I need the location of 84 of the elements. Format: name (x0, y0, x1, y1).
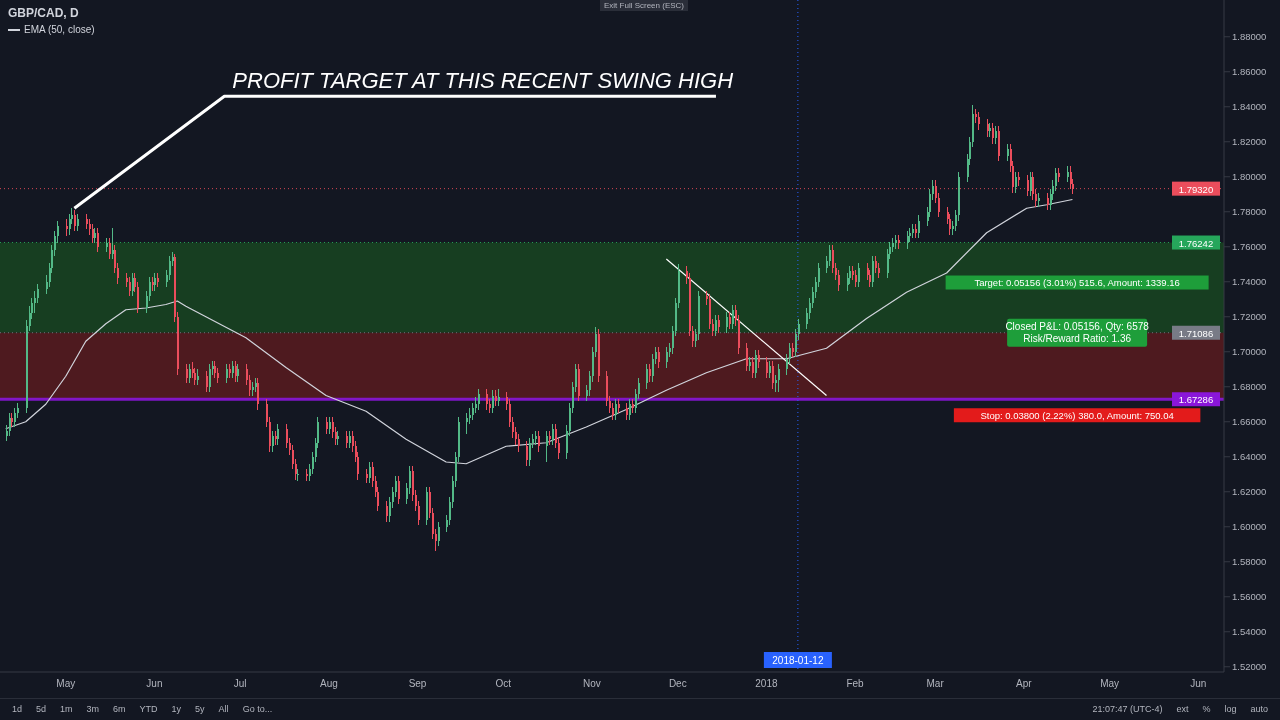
text: 21:07:47 (UTC-4) (1092, 703, 1163, 714)
text: All (218, 703, 229, 714)
text: YTD (139, 703, 158, 714)
x-tick-label: May (56, 678, 76, 690)
x-tick-label: Jun (146, 678, 163, 690)
candlestick (136, 281, 139, 314)
y-tick-label: 1.56000 (1232, 591, 1267, 603)
x-tick-label: Mar (926, 678, 945, 690)
y-tick-label: 1.64000 (1232, 451, 1267, 463)
candlestick (828, 244, 831, 267)
ref-line-label: 1.76242 (1178, 237, 1214, 249)
ref-line-label: 2018-01-12 (772, 655, 824, 666)
band-label: Target: 0.05156 (3.01%) 515.6, Amount: 1339.16 (974, 277, 1180, 289)
candlestick (1026, 174, 1029, 197)
candlestick (665, 346, 668, 368)
candlestick (36, 283, 39, 304)
x-tick-label: May (1100, 678, 1120, 690)
text: % (1202, 703, 1211, 714)
text: 5d (36, 703, 47, 714)
text: auto (1250, 703, 1268, 714)
x-tick-label: Nov (583, 678, 601, 690)
candlestick (131, 272, 134, 297)
legend-label: EMA (50, close) (24, 24, 95, 35)
text: ext (1176, 703, 1189, 714)
candlestick (168, 255, 171, 281)
candlestick (208, 363, 211, 393)
band-label: Stop: 0.03800 (2.22%) 380.0, Amount: 750.04 (980, 409, 1174, 421)
text: 3m (86, 703, 100, 714)
y-tick-label: 1.80000 (1232, 171, 1267, 183)
candlestick (525, 440, 528, 466)
y-tick-label: 1.54000 (1232, 626, 1267, 638)
y-tick-label: 1.70000 (1232, 346, 1267, 358)
candlestick (185, 363, 188, 384)
x-tick-label: Dec (668, 678, 687, 690)
candlestick (128, 276, 131, 297)
annotation: Closed P&L: 0.05156, Qty: 6578 (1005, 320, 1150, 332)
x-tick-label: Apr (1016, 678, 1033, 690)
text: 1d (12, 703, 23, 714)
text: 5y (195, 703, 205, 714)
candlestick (477, 388, 480, 410)
candlestick (397, 475, 400, 505)
candlestick (385, 500, 388, 522)
x-tick-label: Sep (408, 678, 427, 690)
y-tick-label: 1.52000 (1232, 661, 1267, 673)
text: 6m (113, 703, 126, 714)
candlestick (1029, 171, 1032, 197)
y-tick-label: 1.78000 (1232, 206, 1267, 218)
text: 1m (60, 703, 73, 714)
x-tick-label: Feb (846, 678, 865, 690)
candlestick (205, 370, 208, 393)
y-tick-label: 1.84000 (1232, 101, 1267, 113)
y-tick-label: 1.60000 (1232, 521, 1267, 533)
candlestick (465, 412, 468, 435)
x-tick-label: Jul (233, 678, 247, 690)
y-tick-label: 1.88000 (1232, 31, 1267, 43)
y-tick-label: 1.74000 (1232, 276, 1267, 288)
x-tick-label: Aug (319, 678, 338, 690)
candlestick (394, 475, 397, 498)
candlestick (837, 269, 840, 291)
x-tick-label: Jun (1190, 678, 1207, 690)
candlestick (817, 262, 820, 288)
candlestick (528, 437, 531, 466)
candlestick (437, 521, 440, 547)
y-tick-label: 1.82000 (1232, 136, 1267, 148)
candlestick (485, 388, 488, 410)
ref-line-label: 1.79320 (1178, 183, 1214, 195)
text: 1y (171, 703, 182, 714)
text: GBP/CAD, D (8, 6, 79, 20)
text: Go to... (242, 703, 273, 714)
x-tick-label: 2018 (755, 678, 778, 690)
y-tick-label: 1.58000 (1232, 556, 1267, 568)
ref-line-label: 1.67286 (1178, 394, 1214, 406)
y-tick-label: 1.76000 (1232, 241, 1267, 253)
y-tick-label: 1.72000 (1232, 311, 1267, 323)
annotation: Exit Full Screen (ESC) (600, 0, 689, 11)
y-tick-label: 1.86000 (1232, 66, 1267, 78)
text: log (1224, 703, 1237, 714)
ref-line-label: 1.71086 (1178, 327, 1214, 339)
annotation: PROFIT TARGET AT THIS RECENT SWING HIGH (232, 68, 734, 94)
x-tick-label: Oct (495, 678, 512, 690)
annotation: Risk/Reward Ratio: 1.36 (1023, 332, 1132, 344)
y-tick-label: 1.62000 (1232, 486, 1267, 498)
y-tick-label: 1.68000 (1232, 381, 1267, 393)
y-tick-label: 1.66000 (1232, 416, 1267, 428)
